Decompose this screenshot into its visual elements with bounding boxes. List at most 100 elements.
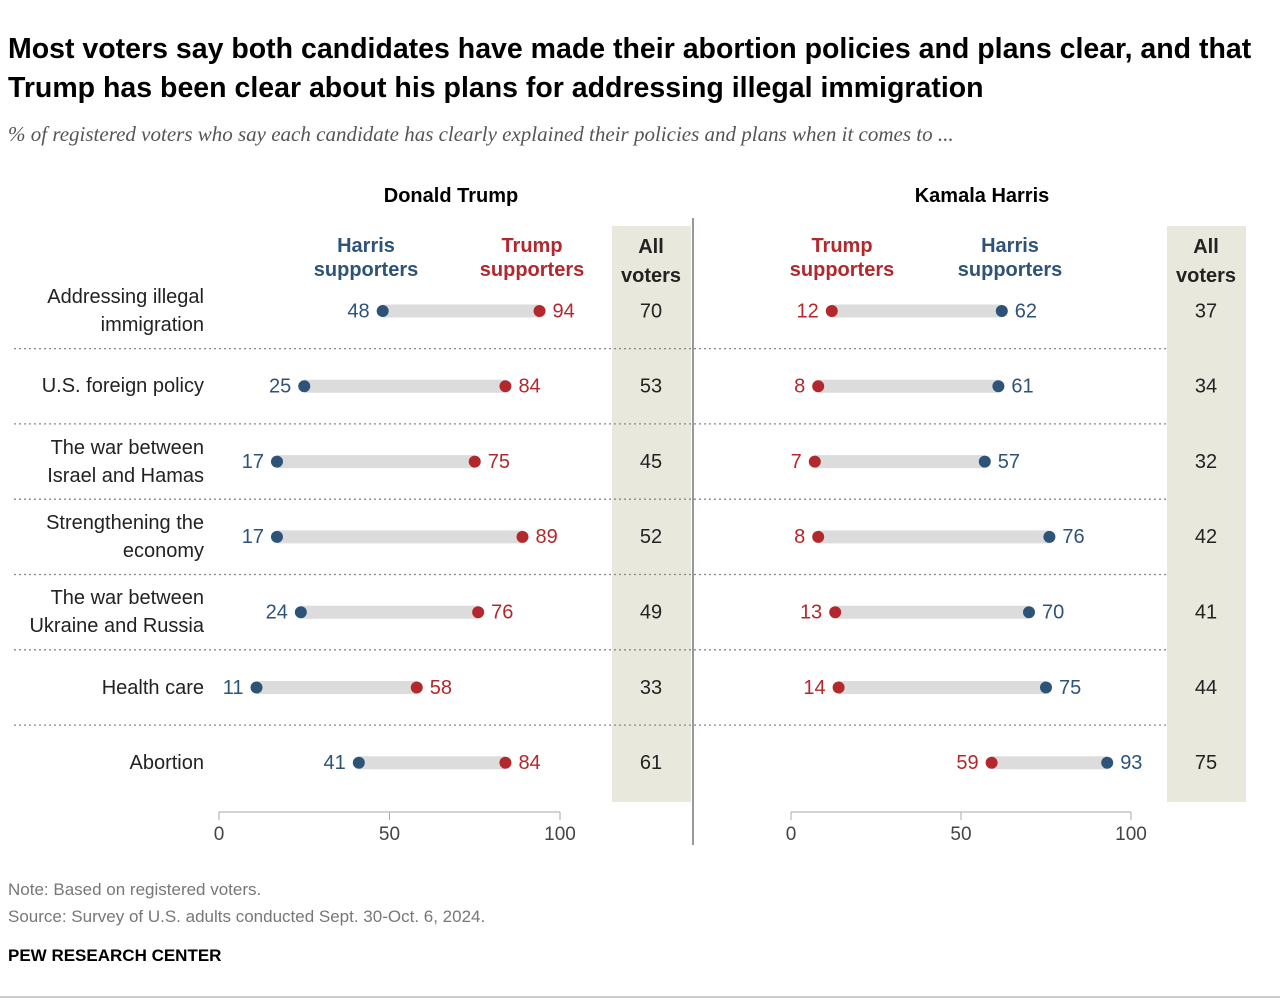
- value-label: 75: [1059, 677, 1081, 699]
- value-label: 17: [242, 526, 264, 548]
- value-label: 93: [1120, 752, 1142, 774]
- dot: [808, 455, 821, 468]
- column-header: All voters: [620, 236, 682, 287]
- source: Source: Survey of U.S. adults conducted …: [8, 907, 486, 926]
- x-tick-label: 100: [544, 824, 576, 845]
- dot: [270, 455, 283, 468]
- legend-entry: Harris supporters: [957, 235, 1063, 281]
- dot: [270, 530, 283, 543]
- x-tick-label: 100: [1115, 824, 1147, 845]
- title: Most voters say both candidates have mad…: [8, 33, 1252, 104]
- dot: [832, 681, 845, 694]
- value-label: 58: [430, 677, 452, 699]
- value-label: 11: [223, 677, 244, 699]
- value-label: 62: [1015, 300, 1037, 322]
- summary-value: 44: [1195, 677, 1217, 699]
- category-label: The war between Israel and Hamas: [47, 436, 204, 487]
- summary-value: 34: [1195, 376, 1217, 398]
- note: Note: Based on registered voters.: [8, 880, 262, 899]
- legend-entry: Harris supporters: [313, 235, 419, 281]
- summary-value: 45: [640, 451, 662, 473]
- value-label: 70: [1042, 601, 1064, 623]
- category-label: U.S. foreign policy: [41, 375, 204, 398]
- summary-value: 52: [640, 526, 662, 548]
- summary-column: [1167, 226, 1246, 802]
- category-label: Health care: [101, 676, 204, 699]
- dot: [825, 305, 838, 317]
- dot: [1040, 681, 1052, 694]
- value-label: 13: [800, 601, 822, 623]
- dot: [978, 455, 991, 468]
- dot: [298, 380, 311, 393]
- dot: [468, 455, 481, 468]
- summary-value: 32: [1195, 451, 1217, 473]
- panel-title: Kamala Harris: [914, 185, 1050, 207]
- value-label: 8: [794, 376, 805, 398]
- summary-value: 49: [640, 601, 662, 623]
- value-label: 84: [518, 752, 540, 774]
- dot: [499, 756, 512, 769]
- value-label: 12: [797, 300, 819, 322]
- value-label: 75: [488, 451, 510, 473]
- panel-title: Donald Trump: [383, 185, 519, 207]
- value-label: 48: [347, 300, 369, 322]
- credit: PEW RESEARCH CENTER: [8, 946, 222, 965]
- value-label: 17: [242, 451, 264, 473]
- category-label: Abortion: [129, 751, 205, 774]
- dot: [1101, 756, 1114, 769]
- dot: [516, 530, 529, 543]
- legend-entry: Trump supporters: [479, 235, 585, 281]
- dot: [1023, 606, 1035, 619]
- dot: [533, 305, 546, 317]
- summary-value: 42: [1195, 526, 1217, 548]
- x-tick-label: 0: [786, 824, 797, 845]
- summary-value: 61: [640, 752, 662, 774]
- dot: [250, 681, 263, 694]
- summary-value: 41: [1195, 601, 1217, 623]
- dot: [829, 606, 842, 619]
- value-label: 84: [518, 376, 540, 398]
- summary-value: 37: [1195, 300, 1217, 322]
- value-label: 57: [998, 451, 1020, 473]
- dot: [376, 305, 389, 317]
- category-label: Strengthening the economy: [46, 511, 204, 562]
- value-label: 76: [1062, 526, 1084, 548]
- summary-value: 75: [1195, 752, 1217, 774]
- dot: [1043, 530, 1056, 543]
- dot: [812, 530, 825, 543]
- dot: [352, 756, 365, 769]
- value-label: 94: [553, 300, 575, 322]
- column-header: All voters: [1175, 236, 1237, 287]
- subtitle: % of registered voters who say each cand…: [8, 122, 954, 146]
- dot: [472, 606, 485, 619]
- dot: [985, 756, 998, 769]
- x-tick-label: 50: [950, 824, 971, 845]
- category-label: Addressing illegal immigration: [47, 286, 204, 336]
- x-tick-label: 0: [214, 824, 225, 845]
- value-label: 59: [956, 752, 978, 774]
- dot: [294, 606, 307, 619]
- value-label: 41: [324, 752, 346, 774]
- category-label: The war between Ukraine and Russia: [29, 587, 204, 638]
- summary-value: 53: [640, 376, 662, 398]
- value-label: 25: [269, 376, 291, 398]
- value-label: 24: [266, 601, 288, 623]
- value-label: 8: [794, 526, 805, 548]
- x-tick-label: 50: [379, 824, 400, 845]
- legend-entry: Trump supporters: [789, 235, 895, 281]
- value-label: 14: [803, 677, 825, 699]
- value-label: 89: [535, 526, 557, 548]
- dot: [410, 681, 423, 694]
- value-label: 7: [791, 451, 802, 473]
- summary-value: 33: [640, 677, 662, 699]
- dot: [499, 380, 512, 393]
- summary-column: [612, 226, 691, 802]
- dot: [992, 380, 1005, 393]
- value-label: 76: [491, 601, 513, 623]
- dot: [812, 380, 825, 393]
- summary-value: 70: [640, 300, 662, 322]
- dot: [995, 305, 1008, 317]
- value-label: 61: [1011, 376, 1033, 398]
